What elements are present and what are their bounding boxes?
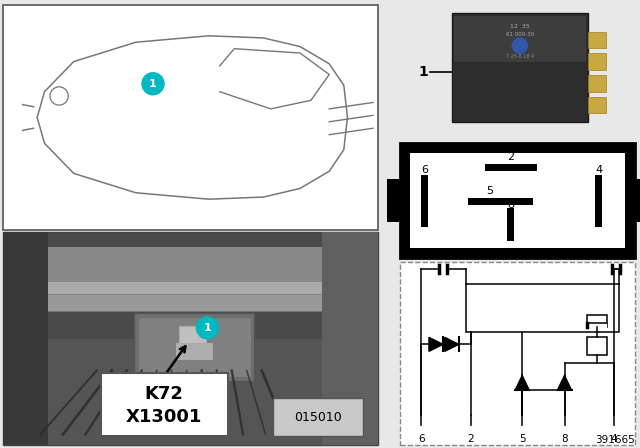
Bar <box>3 247 378 285</box>
Circle shape <box>512 38 527 53</box>
Bar <box>3 232 48 445</box>
Bar <box>507 208 514 241</box>
Text: X13001: X13001 <box>126 408 202 426</box>
Text: 6: 6 <box>422 165 429 175</box>
Bar <box>485 164 537 171</box>
Bar <box>588 75 605 91</box>
Bar <box>410 153 625 248</box>
Bar <box>134 313 254 381</box>
Circle shape <box>418 426 425 434</box>
Bar <box>454 16 586 62</box>
Circle shape <box>142 73 164 95</box>
Text: 2: 2 <box>467 434 474 444</box>
Bar <box>8 281 373 296</box>
Text: 1: 1 <box>419 65 428 78</box>
Text: 8: 8 <box>561 434 568 444</box>
Text: 6: 6 <box>418 434 424 444</box>
Bar <box>587 314 607 323</box>
Text: 8: 8 <box>508 200 515 210</box>
Bar <box>48 339 322 445</box>
Bar <box>3 5 378 230</box>
Bar <box>387 179 400 222</box>
Bar <box>175 343 213 360</box>
Bar <box>588 31 605 48</box>
Polygon shape <box>515 375 529 390</box>
Text: 391665: 391665 <box>595 435 635 445</box>
Text: 12  35: 12 35 <box>510 24 530 29</box>
Bar <box>138 317 250 377</box>
Text: 1: 1 <box>204 323 211 333</box>
Bar <box>635 179 640 222</box>
Bar <box>468 198 532 204</box>
Bar <box>273 398 363 436</box>
Circle shape <box>467 426 474 434</box>
Bar <box>452 13 588 122</box>
Bar <box>3 232 378 445</box>
Bar <box>421 175 428 227</box>
Bar <box>8 294 373 311</box>
Text: 7 25-8 18 4: 7 25-8 18 4 <box>506 54 534 59</box>
Bar <box>587 336 607 355</box>
Bar <box>179 326 205 343</box>
Bar <box>465 284 619 332</box>
Text: 015010: 015010 <box>294 411 342 424</box>
Bar <box>588 53 605 70</box>
Polygon shape <box>429 337 443 351</box>
Circle shape <box>561 426 568 434</box>
Bar <box>400 143 635 258</box>
Text: 4: 4 <box>596 165 603 175</box>
Text: 1: 1 <box>149 79 157 89</box>
Circle shape <box>196 317 218 339</box>
Bar <box>595 175 602 227</box>
Bar <box>400 262 635 445</box>
Polygon shape <box>557 375 572 390</box>
Circle shape <box>611 426 618 434</box>
Bar <box>322 232 378 445</box>
Bar <box>588 97 605 113</box>
Circle shape <box>518 426 525 434</box>
Text: 2: 2 <box>508 152 515 162</box>
Text: 61 000-30: 61 000-30 <box>506 32 534 37</box>
Bar <box>100 373 228 436</box>
Text: K72: K72 <box>145 385 184 403</box>
Polygon shape <box>445 337 459 351</box>
Text: 4: 4 <box>611 434 617 444</box>
Text: 5: 5 <box>519 434 525 444</box>
Text: 5: 5 <box>486 185 493 195</box>
Bar <box>400 5 635 138</box>
